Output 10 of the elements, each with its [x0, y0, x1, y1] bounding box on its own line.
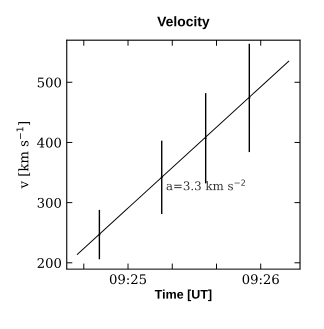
- x-tick-label: 09:26: [242, 274, 279, 284]
- annotation: a=3.3 km s$^{−2}$: [166, 179, 246, 190]
- x-tick-label: 09:25: [110, 274, 146, 284]
- y-tick-label: 300: [38, 198, 62, 208]
- y-tick-label: 400: [37, 138, 62, 148]
- y-tick-label: 200: [38, 258, 62, 268]
- y-axis-title: v [km s$^{−1}$]: [16, 122, 30, 188]
- chart-title: Velocity: [157, 16, 210, 30]
- y-tick-label: 500: [38, 77, 62, 88]
- x-axis-title: Time [UT]: [154, 290, 212, 302]
